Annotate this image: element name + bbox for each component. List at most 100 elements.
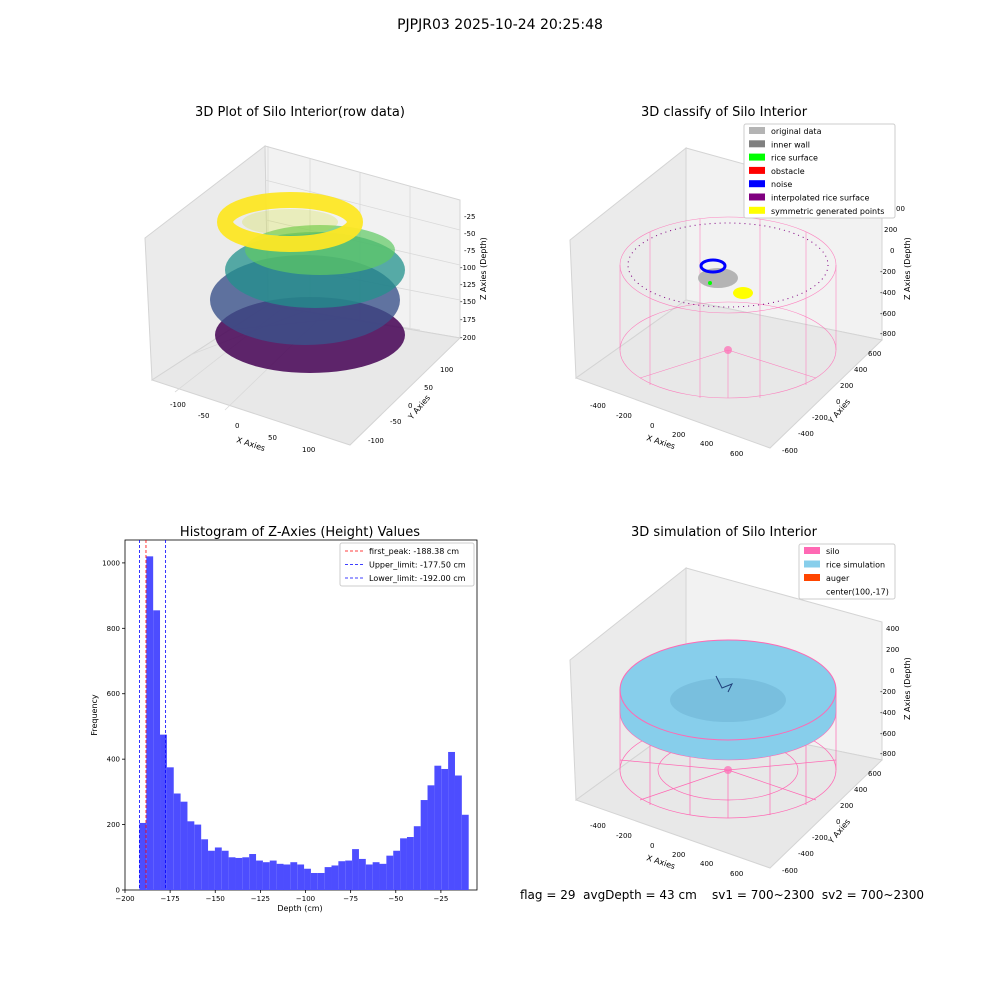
panel1-ztick: -50 — [464, 230, 475, 238]
panel4-xtick: 200 — [672, 851, 685, 859]
histogram-bar — [160, 734, 167, 890]
histogram-bar — [427, 785, 435, 890]
histogram-bars — [139, 556, 469, 890]
histogram-bar — [139, 822, 147, 890]
panel1-xtick: 0 — [235, 422, 239, 430]
panel2-center-mark — [724, 346, 732, 354]
histogram-bar — [454, 775, 462, 890]
panel2-xtick: 400 — [700, 440, 713, 448]
histogram-legend: first_peak: -188.38 cm Upper_limit: -177.… — [339, 542, 475, 587]
panel1-ztick: -200 — [460, 334, 476, 342]
panel2-zlabel: Z Axies (Depth) — [903, 237, 912, 300]
panel2-floor-pane — [574, 299, 884, 449]
histogram-bar — [400, 838, 407, 890]
panel2-legend-swatch — [749, 166, 765, 174]
panel2-ytick: 200 — [840, 382, 853, 390]
histogram-bar — [290, 862, 298, 890]
panel2-zticks: 00 200 0 -200 -400 -600 -800 — [880, 205, 905, 338]
histogram-bar — [166, 767, 174, 890]
panel2-ztick: -600 — [880, 310, 896, 318]
histogram-xtick-label: −50 — [388, 895, 403, 903]
histogram-bar — [338, 861, 346, 890]
panel2-ztick: 200 — [884, 226, 897, 234]
panel1-ytick: 50 — [424, 384, 433, 392]
histogram-bar — [208, 850, 215, 890]
panel2-ytick: 0 — [836, 398, 840, 406]
panel2-xticks: -400 -200 0 200 400 600 — [590, 402, 743, 458]
histogram-bar — [441, 768, 449, 890]
panel1-title: 3D Plot of Silo Interior(row data) — [195, 105, 405, 120]
panel4-ytick: -200 — [812, 834, 828, 842]
histogram-legend-label: Lower_limit: -192.00 cm — [369, 574, 466, 583]
histogram-bar — [269, 860, 277, 890]
panel4-ytick: 0 — [836, 818, 840, 826]
histogram-xticks: −200 −175 −150 −125 −100 −75 −50 −25 — [115, 890, 448, 903]
histogram-bar — [242, 857, 250, 890]
histogram-xtick-label: −100 — [296, 895, 315, 903]
panel2-legend-label: obstacle — [771, 167, 805, 176]
panel1-scatter-rim — [217, 192, 363, 252]
histogram-bar — [393, 850, 401, 890]
panel4-center-mark — [724, 766, 732, 774]
panel2-ytick: 600 — [868, 350, 881, 358]
panel4-title: 3D simulation of Silo Interior — [631, 525, 818, 540]
histogram-ytick-label: 400 — [107, 756, 120, 764]
histogram-bar — [221, 850, 229, 890]
histogram-bar — [331, 865, 339, 890]
panel2-xtick: 200 — [672, 431, 685, 439]
panel4-legend-box — [798, 543, 896, 600]
panel2-ztick: -400 — [880, 289, 896, 297]
histogram-xtick-label: −125 — [251, 895, 270, 903]
panel4-xtick: -400 — [590, 822, 606, 830]
histogram-ytick-label: 600 — [107, 690, 120, 698]
histogram-bar — [324, 867, 332, 890]
panel4-floor-pane — [574, 719, 884, 869]
histogram-legend-label: first_peak: -188.38 cm — [369, 547, 459, 556]
histogram-bar — [317, 872, 325, 890]
panel4-legend-label: auger — [826, 574, 850, 583]
histogram-bar — [434, 765, 442, 890]
panel-histogram: Histogram of Z-Axies (Height) Values −20… — [90, 525, 478, 913]
panel2-legend-label: symmetric generated points — [771, 207, 884, 216]
panel4-legend: silo rice simulation auger center(100,-17) — [798, 543, 896, 600]
panel1-xticks: -100 -50 0 50 100 — [170, 401, 315, 454]
panel1-ztick: -25 — [464, 213, 475, 221]
histogram-bar — [413, 826, 421, 890]
panel4-legend-swatch — [804, 547, 820, 554]
histogram-bar — [256, 860, 263, 890]
panel2-ztick: -200 — [880, 268, 896, 276]
panel1-xtick: 100 — [302, 446, 315, 454]
histogram-yticks: 0 200 400 600 800 1000 — [102, 559, 125, 895]
panel2-legend-swatch — [749, 127, 765, 134]
panel2-legend: original data inner wall rice surface obsta… — [743, 123, 896, 219]
panel4-ztick: -600 — [880, 730, 896, 738]
histogram-bar — [358, 858, 366, 890]
histogram-bar — [228, 857, 236, 890]
histogram-ylabel: Frequency — [90, 694, 99, 736]
figure-title: PJPJR03 2025-10-24 20:25:48 — [397, 17, 603, 33]
panel4-legend-swatch — [804, 560, 820, 568]
histogram-xtick-label: −150 — [206, 895, 225, 903]
histogram-vlines — [139, 540, 167, 890]
panel1-ztick: -150 — [460, 298, 476, 306]
panel2-ztick: 0 — [890, 247, 894, 255]
panel4-xtick: 400 — [700, 860, 713, 868]
panel1-scatter-cloud — [210, 192, 405, 373]
histogram-bar — [406, 837, 414, 890]
histogram-bar — [153, 610, 161, 890]
panel4-xtick: 600 — [730, 870, 743, 878]
panel2-legend-swatch — [749, 193, 765, 201]
panel2-legend-label: interpolated rice surface — [771, 194, 869, 203]
panel4-ytick: 600 — [868, 770, 881, 778]
panel2-legend-swatch — [749, 140, 765, 148]
panel1-ztick: -125 — [460, 281, 476, 289]
histogram-bar — [146, 556, 154, 890]
histogram-bar — [194, 824, 202, 890]
panel1-xtick: -100 — [170, 401, 186, 409]
histogram-bar — [461, 814, 469, 890]
panel4-yticks: -600 -400 -200 0 200 400 600 — [782, 770, 881, 875]
footer-status: flag = 29 avgDepth = 43 cm sv1 = 700~230… — [520, 888, 925, 902]
panel2-interpolated-surface — [627, 222, 829, 308]
panel1-xtick: -50 — [198, 412, 209, 420]
panel2-ytick: 400 — [854, 366, 867, 374]
